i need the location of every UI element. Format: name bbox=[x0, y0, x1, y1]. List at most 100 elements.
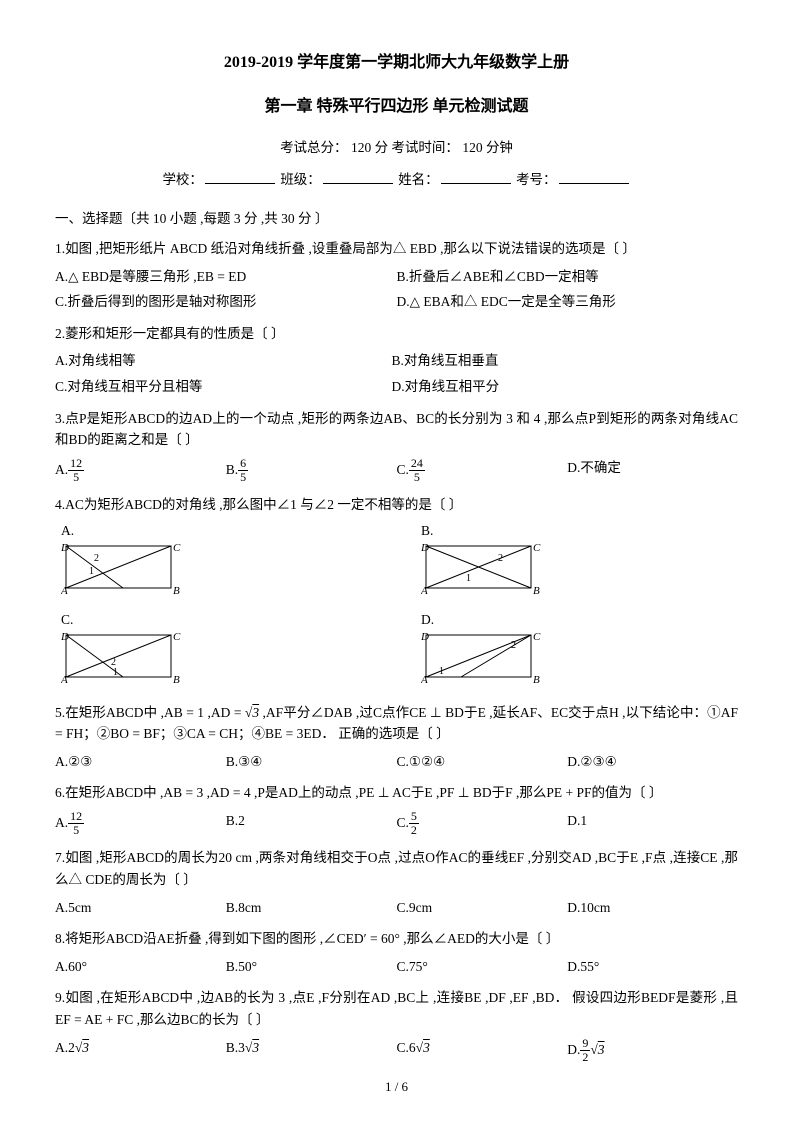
q9-options: A.2√3 B.3√3 C.6√3 D.92√3 bbox=[55, 1035, 738, 1066]
q3-opt-b[interactable]: B.65 bbox=[226, 455, 397, 486]
q8-opt-b[interactable]: B.50° bbox=[226, 954, 397, 980]
q5-opt-d[interactable]: D.②③④ bbox=[567, 749, 738, 775]
q4-row2: C. D C A B 2 1 D. D C A B bbox=[61, 609, 738, 694]
q1-opt-d[interactable]: D.△ EBA和△ EDC一定是全等三角形 bbox=[397, 289, 739, 315]
svg-text:C: C bbox=[173, 631, 181, 643]
frac-num: 9 bbox=[580, 1037, 590, 1051]
q9-d-pre: D. bbox=[567, 1041, 580, 1056]
frac-den: 5 bbox=[68, 824, 84, 837]
q6-opt-d[interactable]: D.1 bbox=[567, 808, 738, 839]
id-label: 考号： bbox=[516, 172, 557, 187]
svg-text:2: 2 bbox=[498, 553, 503, 564]
q1-opt-b[interactable]: B.折叠后∠ABE和∠CBD一定相等 bbox=[397, 264, 739, 290]
score-value: 120 分 bbox=[351, 140, 388, 155]
name-blank[interactable] bbox=[441, 170, 511, 184]
q6-stem: 6.在矩形ABCD中 ,AB = 3 ,AD = 4 ,P是AD上的动点 ,PE… bbox=[55, 782, 738, 804]
q7-opt-b[interactable]: B.8cm bbox=[226, 895, 397, 921]
q2-opt-b[interactable]: B.对角线互相垂直 bbox=[392, 348, 739, 374]
q6-opt-c[interactable]: C.52 bbox=[397, 808, 568, 839]
q4-diagram-a: D C A B 2 1 bbox=[61, 541, 181, 596]
frac-num: 12 bbox=[68, 457, 84, 471]
q3-stem: 3.点P是矩形ABCD的边AD上的一个动点 ,矩形的两条边AB、BC的长分别为 … bbox=[55, 408, 738, 451]
q8-opt-c[interactable]: C.75° bbox=[397, 954, 568, 980]
svg-text:C: C bbox=[533, 542, 541, 554]
class-blank[interactable] bbox=[323, 170, 393, 184]
q1-options: A.△ EBD是等腰三角形 ,EB = ED B.折叠后∠ABE和∠CBD一定相… bbox=[55, 264, 738, 315]
frac-den: 5 bbox=[238, 471, 248, 484]
frac-den: 5 bbox=[409, 471, 425, 484]
svg-text:1: 1 bbox=[113, 667, 118, 678]
q3-opt-c[interactable]: C.245 bbox=[397, 455, 568, 486]
q7-opt-d[interactable]: D.10cm bbox=[567, 895, 738, 921]
q3-c-pre: C. bbox=[397, 462, 409, 477]
svg-text:D: D bbox=[421, 631, 429, 643]
q4-opt-b-label[interactable]: B. bbox=[421, 520, 541, 542]
q2-opt-a[interactable]: A.对角线相等 bbox=[45, 348, 392, 374]
q1-stem: 1.如图 ,把矩形纸片 ABCD 纸沿对角线折叠 ,设重叠局部为△ EBD ,那… bbox=[55, 238, 738, 260]
q6-opt-b[interactable]: B.2 bbox=[226, 808, 397, 839]
sqrt3: 3 bbox=[598, 1041, 605, 1056]
school-blank[interactable] bbox=[205, 170, 275, 184]
svg-text:D: D bbox=[421, 542, 429, 554]
q4-stem: 4.AC为矩形ABCD的对角线 ,那么图中∠1 与∠2 一定不相等的是〔 〕 bbox=[55, 494, 738, 516]
frac-num: 24 bbox=[409, 457, 425, 471]
q5-opt-b[interactable]: B.③④ bbox=[226, 749, 397, 775]
q8-options: A.60° B.50° C.75° D.55° bbox=[55, 954, 738, 980]
id-blank[interactable] bbox=[559, 170, 629, 184]
q6-options: A.125 B.2 C.52 D.1 bbox=[55, 808, 738, 839]
svg-text:1: 1 bbox=[89, 566, 94, 577]
q9-opt-d[interactable]: D.92√3 bbox=[567, 1035, 738, 1066]
q3-opt-d[interactable]: D.不确定 bbox=[567, 455, 738, 486]
q2-opt-c[interactable]: C.对角线互相平分且相等 bbox=[45, 374, 392, 400]
q1-opt-a[interactable]: A.△ EBD是等腰三角形 ,EB = ED bbox=[55, 264, 397, 290]
q7-opt-a[interactable]: A.5cm bbox=[55, 895, 226, 921]
q8-opt-d[interactable]: D.55° bbox=[567, 954, 738, 980]
sqrt3: 3 bbox=[252, 1040, 259, 1055]
q4-diagram-c: D C A B 2 1 bbox=[61, 630, 181, 685]
svg-text:B: B bbox=[533, 585, 540, 596]
section-1-header: 一、选择题〔共 10 小题 ,每题 3 分 ,共 30 分 〕 bbox=[55, 208, 738, 230]
q9-opt-a[interactable]: A.2√3 bbox=[55, 1035, 226, 1066]
score-label: 考试总分： bbox=[280, 140, 348, 155]
frac-den: 2 bbox=[580, 1051, 590, 1064]
frac-num: 6 bbox=[238, 457, 248, 471]
svg-text:B: B bbox=[173, 585, 180, 596]
q5-options: A.②③ B.③④ C.①②④ D.②③④ bbox=[55, 749, 738, 775]
q5-opt-c[interactable]: C.①②④ bbox=[397, 749, 568, 775]
q5-opt-a[interactable]: A.②③ bbox=[55, 749, 226, 775]
q9-opt-c[interactable]: C.6√3 bbox=[397, 1035, 568, 1066]
q6-opt-a[interactable]: A.125 bbox=[55, 808, 226, 839]
svg-text:2: 2 bbox=[94, 553, 99, 564]
q9-stem: 9.如图 ,在矩形ABCD中 ,边AB的长为 3 ,点E ,F分别在AD ,BC… bbox=[55, 987, 738, 1030]
time-label: 考试时间： bbox=[391, 140, 459, 155]
q3-a-pre: A. bbox=[55, 462, 68, 477]
q4-opt-d-label[interactable]: D. bbox=[421, 609, 541, 631]
school-label: 学校： bbox=[162, 172, 203, 187]
q9-b-pre: B.3 bbox=[226, 1040, 245, 1055]
q7-opt-c[interactable]: C.9cm bbox=[397, 895, 568, 921]
sqrt3: 3 bbox=[82, 1040, 89, 1055]
svg-text:A: A bbox=[61, 585, 68, 596]
svg-text:1: 1 bbox=[439, 666, 444, 677]
q4-opt-c-label[interactable]: C. bbox=[61, 609, 181, 631]
q7-stem: 7.如图 ,矩形ABCD的周长为20 cm ,两条对角线相交于O点 ,过点O作A… bbox=[55, 847, 738, 890]
q3-b-pre: B. bbox=[226, 462, 238, 477]
svg-text:1: 1 bbox=[466, 573, 471, 584]
q1-opt-c[interactable]: C.折叠后得到的图形是轴对称图形 bbox=[55, 289, 397, 315]
frac-num: 12 bbox=[68, 810, 84, 824]
frac-den: 5 bbox=[68, 471, 84, 484]
svg-text:D: D bbox=[61, 631, 69, 643]
q8-opt-a[interactable]: A.60° bbox=[55, 954, 226, 980]
q9-c-pre: C.6 bbox=[397, 1040, 416, 1055]
q3-opt-a[interactable]: A.125 bbox=[55, 455, 226, 486]
q4-opt-a-label[interactable]: A. bbox=[61, 520, 181, 542]
page-title-1: 2019-2019 学年度第一学期北师大九年级数学上册 bbox=[55, 50, 738, 76]
time-value: 120 分钟 bbox=[462, 140, 513, 155]
q9-opt-b[interactable]: B.3√3 bbox=[226, 1035, 397, 1066]
q4-diagram-d: D C A B 2 1 bbox=[421, 630, 541, 685]
q2-opt-d[interactable]: D.对角线互相平分 bbox=[392, 374, 739, 400]
svg-text:D: D bbox=[61, 542, 69, 554]
class-label: 班级： bbox=[280, 172, 321, 187]
q9-a-pre: A.2 bbox=[55, 1040, 75, 1055]
svg-text:A: A bbox=[421, 674, 428, 685]
